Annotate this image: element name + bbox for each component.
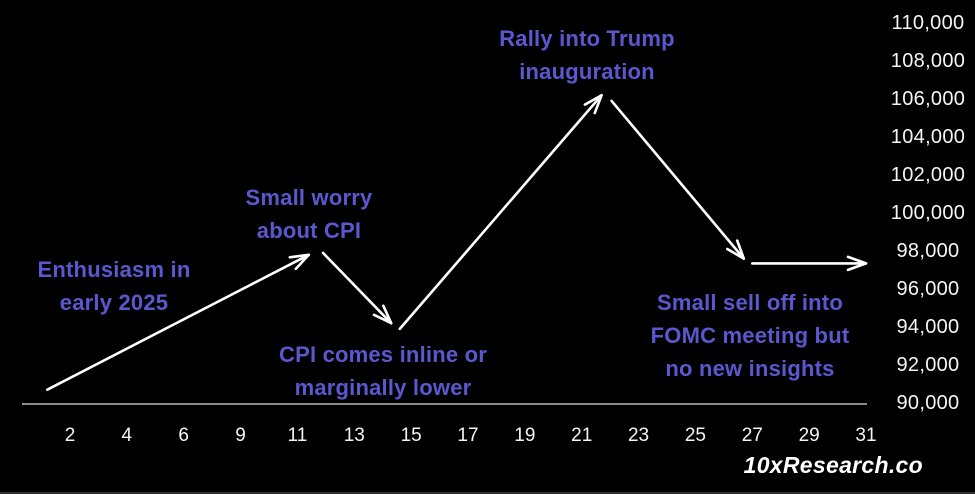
price-path-segment xyxy=(45,253,311,392)
y-tick-label: 94,000 xyxy=(896,316,960,338)
x-tick-label: 17 xyxy=(457,425,479,446)
annotation-cpi-inline: CPI comes inline or marginally lower xyxy=(279,342,487,400)
x-tick-label: 27 xyxy=(741,425,763,446)
x-tick-label: 2 xyxy=(64,425,76,446)
y-tick-label: 100,000 xyxy=(890,202,966,224)
annotation-small-worry: Small worry about CPI xyxy=(245,185,373,243)
x-tick-label: 6 xyxy=(178,425,189,446)
y-tick-label: 92,000 xyxy=(896,354,960,376)
y-tick-label: 110,000 xyxy=(891,12,965,34)
y-tick-label: 96,000 xyxy=(896,278,960,300)
y-axis-labels: 110,000 108,000 106,000 104,000 102,000 100,0… xyxy=(884,0,972,420)
x-tick-label: 29 xyxy=(798,425,820,446)
price-path-segment xyxy=(321,251,393,325)
price-path-segment xyxy=(610,99,746,260)
x-tick-label: 19 xyxy=(514,425,536,446)
x-tick-label: 13 xyxy=(343,425,365,446)
y-tick-label: 108,000 xyxy=(890,50,966,72)
x-tick-label: 11 xyxy=(287,425,308,446)
x-tick-label: 31 xyxy=(855,425,877,446)
x-tick-label: 23 xyxy=(627,425,650,446)
price-path xyxy=(45,93,868,392)
x-tick-label: 21 xyxy=(571,425,593,446)
y-tick-label: 106,000 xyxy=(890,88,966,110)
y-tick-label: 98,000 xyxy=(896,240,960,262)
bottom-border-line xyxy=(0,492,975,494)
annotation-rally-inauguration: Rally into Trump inauguration xyxy=(499,26,675,84)
x-tick-label: 4 xyxy=(121,425,133,446)
annotation-fomc-selloff: Small sell off into FOMC meeting but no … xyxy=(650,290,850,381)
annotation-enthusiasm: Enthusiasm in early 2025 xyxy=(37,257,191,315)
y-tick-label: 104,000 xyxy=(890,126,966,148)
x-tick-label: 15 xyxy=(400,425,422,446)
watermark-10xresearch: 10xResearch.co xyxy=(743,452,923,478)
price-path-segment xyxy=(398,93,603,331)
x-tick-label: 25 xyxy=(684,425,706,446)
x-tick-label: 9 xyxy=(235,425,246,446)
y-tick-label: 102,000 xyxy=(890,164,966,186)
x-axis-labels: 2 4 6 9 11 13 15 17 19 21 23 25 27 29 31 xyxy=(64,425,877,446)
y-tick-label: 90,000 xyxy=(896,392,960,414)
